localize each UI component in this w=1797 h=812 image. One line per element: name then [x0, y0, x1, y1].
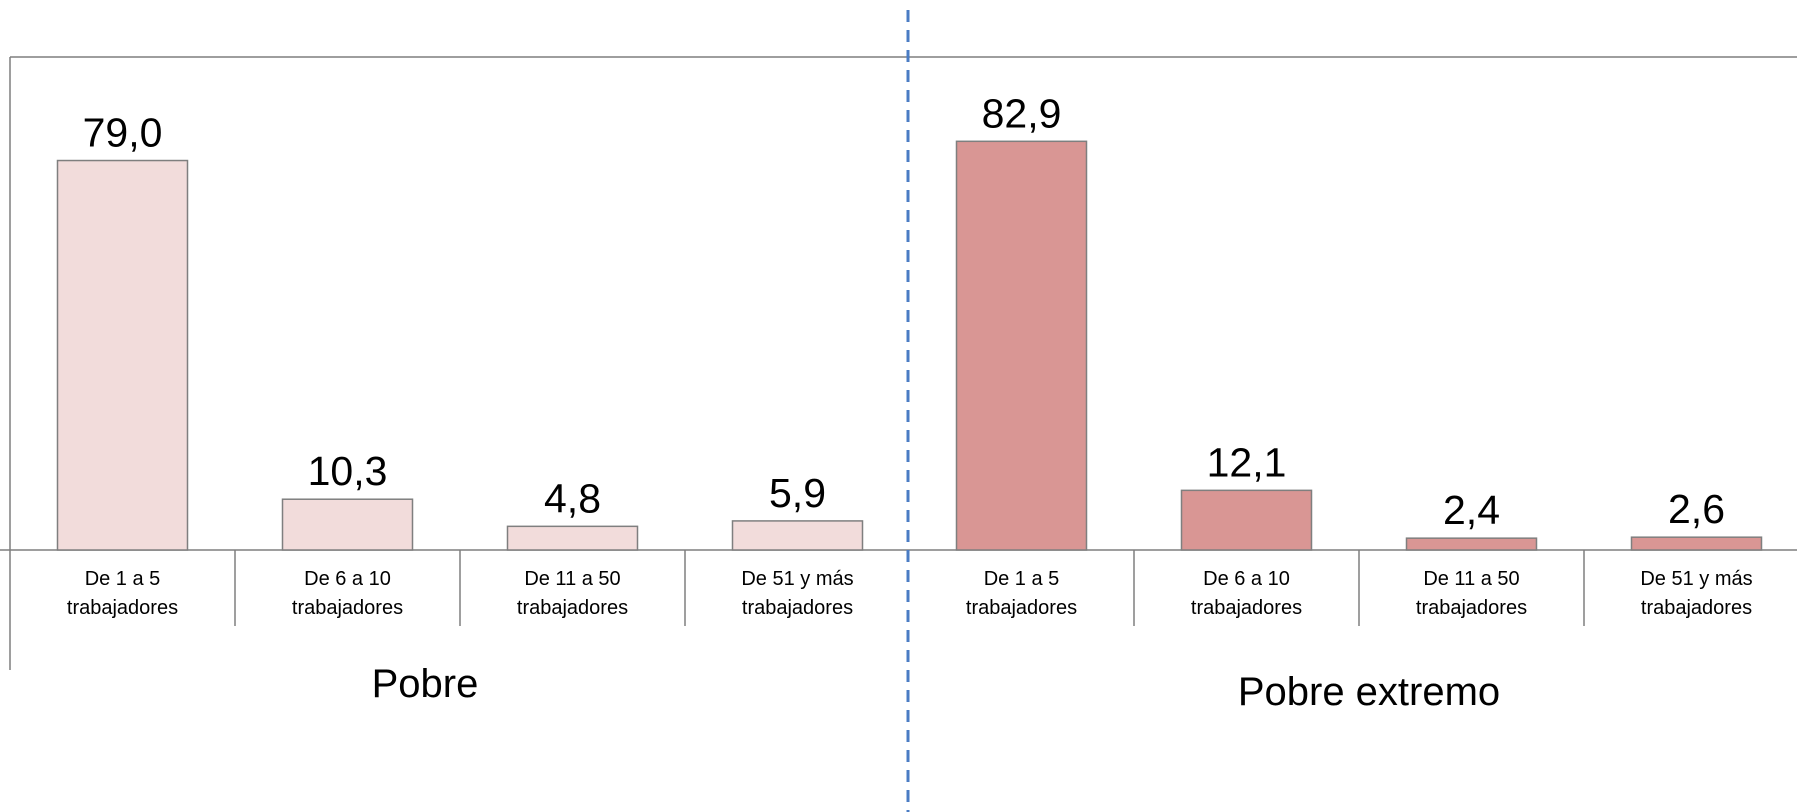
group-label: Pobre extremo [1238, 670, 1500, 714]
bar [1405, 537, 1538, 551]
x-tick-label: De 11 a 50 trabajadores [516, 568, 629, 619]
x-tick-label: De 1 a 5 trabajadores [66, 568, 179, 619]
x-tick-label: De 6 a 10 trabajadores [291, 568, 404, 619]
bar [1180, 489, 1313, 551]
x-tick-label: De 1 a 5 trabajadores [965, 568, 1078, 619]
x-tick-label: De 6 a 10 trabajadores [1190, 568, 1303, 619]
bar [731, 520, 864, 551]
bar [506, 525, 639, 551]
value-label: 2,6 [1668, 486, 1725, 532]
value-label: 12,1 [1207, 439, 1287, 485]
x-tick-label: De 51 y más trabajadores [1640, 568, 1753, 619]
value-label: 10,3 [308, 448, 388, 494]
x-tick-label: De 51 y más trabajadores [741, 568, 854, 619]
value-label: 5,9 [769, 470, 826, 516]
value-label: 2,4 [1443, 487, 1500, 533]
bar [955, 140, 1088, 551]
value-label: 79,0 [83, 110, 163, 156]
x-tick-label: De 11 a 50 trabajadores [1415, 568, 1528, 619]
value-label: 82,9 [982, 90, 1062, 136]
value-label: 4,8 [544, 475, 601, 521]
bar [281, 498, 414, 551]
bar [1630, 536, 1763, 551]
bar [56, 159, 189, 551]
group-label: Pobre [372, 662, 479, 706]
